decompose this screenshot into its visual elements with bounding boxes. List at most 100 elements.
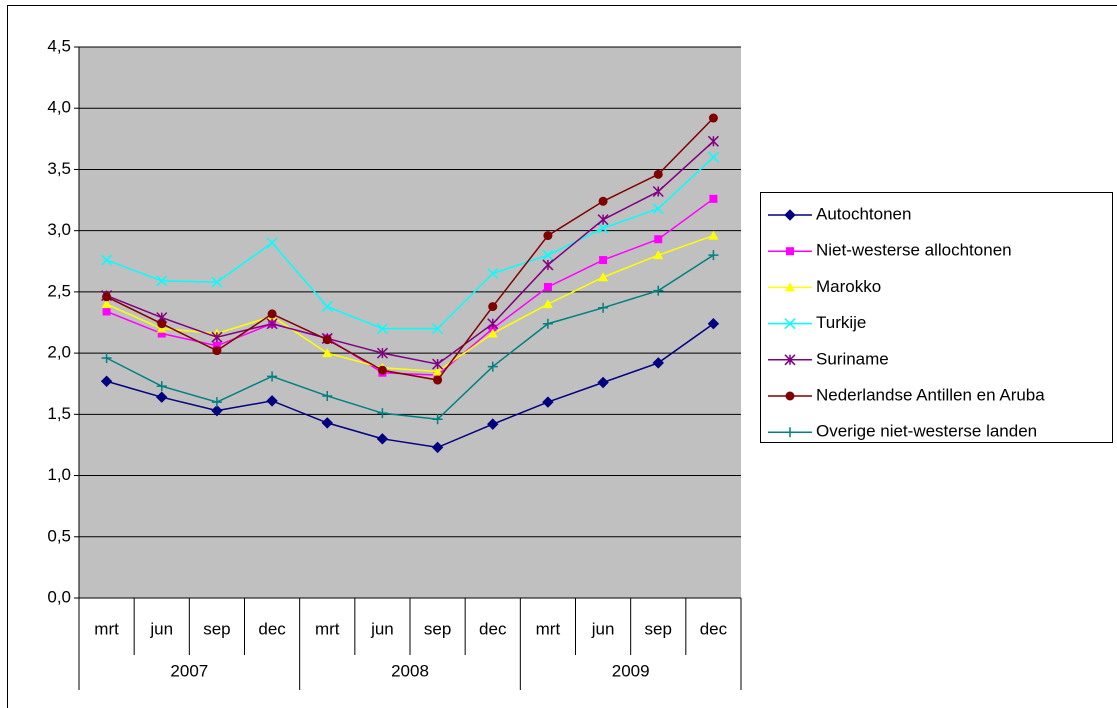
marker: [431, 441, 444, 454]
marker: [377, 365, 387, 375]
marker: [432, 366, 443, 376]
marker: [652, 185, 664, 198]
marker: [322, 348, 333, 358]
y-tick-label: 4,5: [47, 36, 71, 55]
marker: [654, 235, 663, 244]
marker: [653, 250, 664, 260]
marker: [598, 196, 608, 206]
marker: [322, 390, 333, 401]
legend-label: Marokko: [816, 277, 881, 296]
marker: [597, 222, 609, 234]
x-tick-label: jun: [370, 619, 394, 638]
marker: [487, 361, 498, 372]
marker: [542, 318, 553, 329]
marker: [267, 309, 277, 319]
marker: [707, 318, 720, 330]
marker: [101, 299, 112, 309]
y-tick-label: 0,5: [47, 526, 71, 545]
group-label: 2008: [391, 661, 429, 680]
x-tick-label: mrt: [536, 619, 561, 638]
marker: [376, 323, 388, 335]
group-label: 2009: [612, 661, 650, 680]
legend-marker: [784, 209, 796, 221]
marker: [542, 249, 554, 261]
y-tick-label: 1,5: [47, 404, 71, 423]
marker: [707, 151, 719, 163]
y-tick-label: 2,0: [47, 343, 71, 362]
marker: [433, 375, 443, 385]
legend-marker: [784, 354, 796, 366]
legend-label: Niet-westerse allochtonen: [816, 241, 1012, 260]
marker: [487, 418, 499, 430]
marker: [598, 302, 609, 313]
marker: [543, 231, 553, 241]
legend-marker: [785, 391, 795, 401]
marker: [266, 318, 278, 330]
x-tick-label: sep: [645, 619, 672, 638]
x-tick-label: dec: [258, 619, 286, 638]
marker: [101, 254, 113, 266]
marker: [321, 301, 333, 313]
y-tick-label: 4,0: [47, 98, 71, 117]
y-tick-label: 0,0: [47, 587, 71, 606]
marker: [266, 237, 278, 249]
legend-label: Suriname: [816, 349, 889, 368]
y-tick-label: 3,5: [47, 159, 71, 178]
marker: [212, 341, 221, 350]
series-line: [106, 117, 714, 381]
x-tick-label: mrt: [315, 619, 340, 638]
marker: [211, 276, 223, 288]
marker: [102, 292, 112, 302]
series-line: [106, 323, 714, 449]
marker: [707, 135, 719, 147]
x-tick-label: sep: [203, 619, 230, 638]
marker: [487, 318, 499, 330]
marker: [321, 417, 333, 429]
marker: [322, 335, 332, 345]
marker: [100, 375, 113, 387]
marker: [653, 169, 663, 179]
marker: [542, 299, 553, 309]
marker: [708, 113, 718, 123]
marker: [709, 194, 718, 203]
marker: [488, 302, 498, 312]
marker: [376, 347, 388, 359]
marker: [432, 323, 444, 335]
series-line: [106, 234, 714, 373]
marker: [598, 272, 609, 282]
x-tick-label: dec: [700, 619, 728, 638]
marker: [708, 250, 719, 261]
series-line: [106, 198, 714, 376]
marker: [157, 319, 167, 329]
x-tick-label: sep: [424, 619, 451, 638]
x-tick-label: dec: [479, 619, 507, 638]
legend-marker: [784, 318, 796, 330]
marker: [432, 414, 443, 425]
marker: [652, 357, 664, 369]
marker: [101, 353, 112, 364]
marker: [597, 214, 609, 226]
legend-marker: [785, 427, 795, 438]
marker: [597, 376, 609, 389]
marker: [102, 307, 111, 316]
marker: [376, 433, 389, 445]
marker: [212, 346, 222, 356]
plot-area: [79, 47, 741, 598]
y-tick-label: 3,0: [47, 220, 71, 239]
marker: [652, 203, 664, 215]
marker: [267, 371, 278, 382]
x-tick-label: jun: [591, 619, 615, 638]
marker: [377, 408, 388, 419]
x-tick-label: jun: [149, 619, 173, 638]
marker: [266, 395, 278, 407]
series-line: [106, 140, 714, 365]
marker: [487, 328, 498, 338]
x-tick-label: mrt: [94, 619, 119, 638]
marker: [156, 275, 168, 287]
legend-marker: [786, 247, 794, 256]
marker: [542, 259, 554, 271]
legend-label: Nederlandse Antillen en Aruba: [816, 385, 1045, 404]
marker: [211, 397, 222, 408]
marker: [708, 230, 719, 240]
